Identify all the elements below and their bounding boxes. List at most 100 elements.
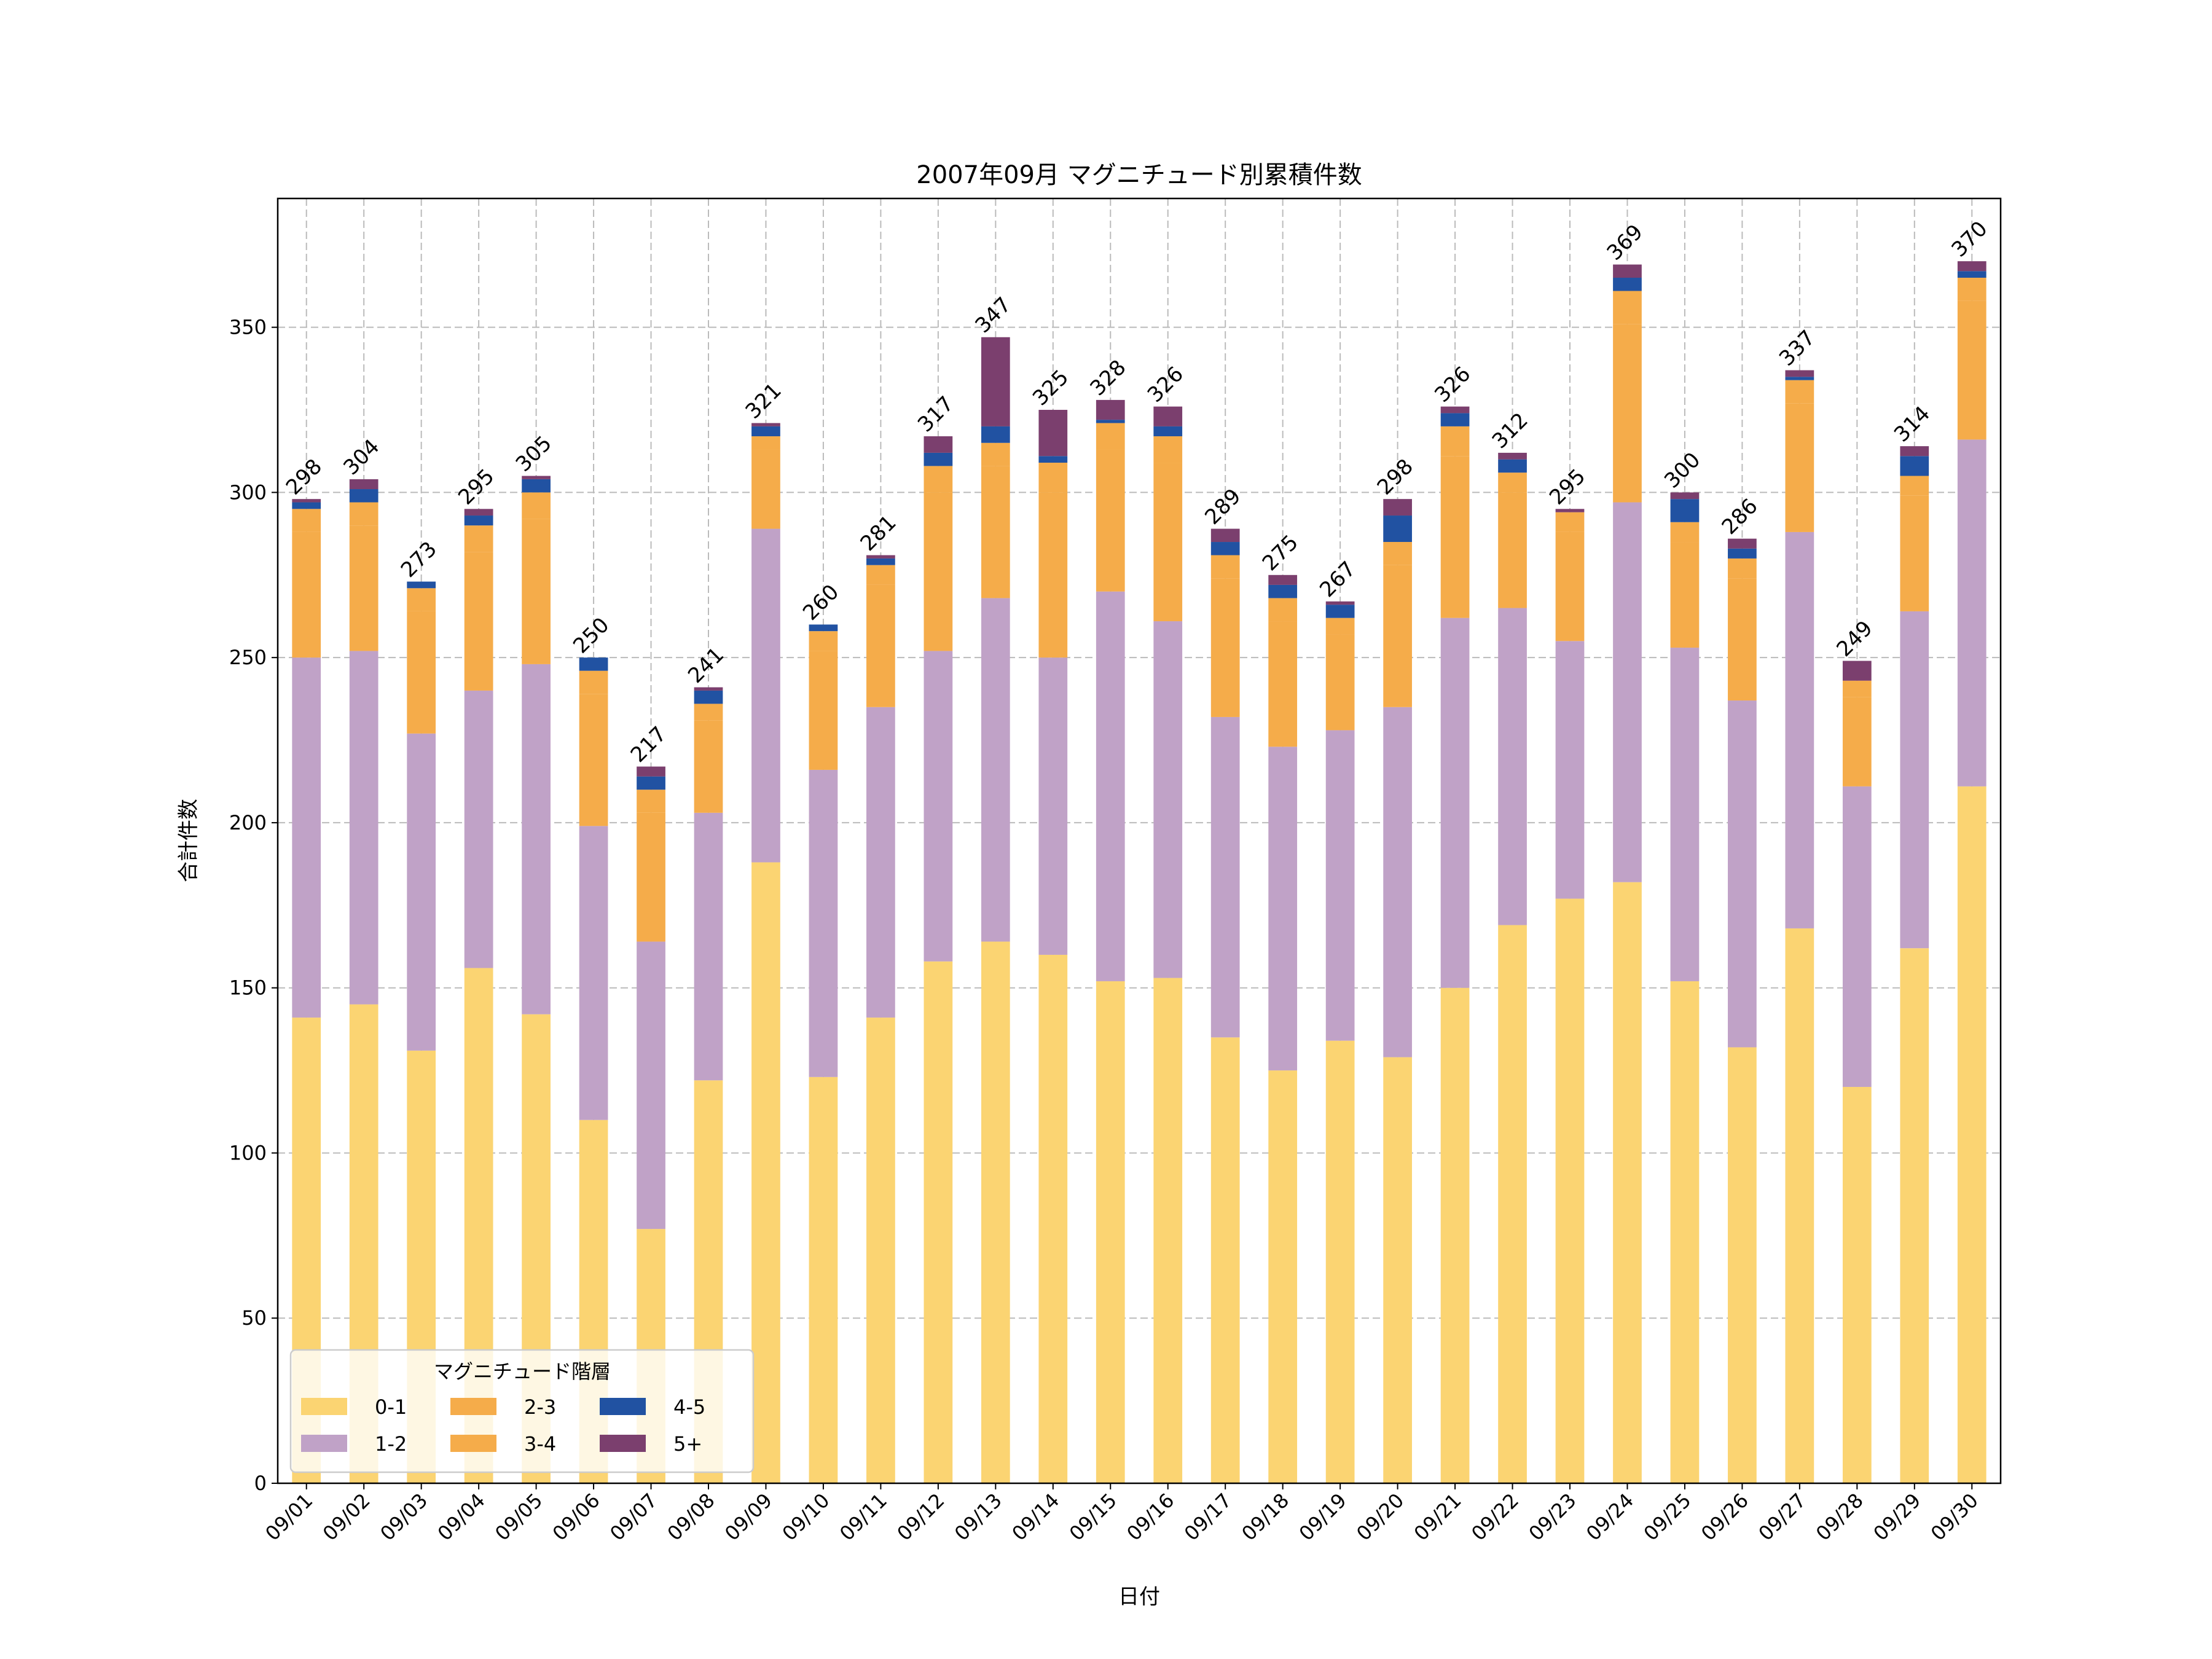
bar-segment-2-3 [464,552,493,691]
bar-segment-2-3 [1785,403,1814,532]
bar-segment-1-2 [981,598,1010,942]
total-label: 326 [1143,362,1188,407]
bar-segment-1-2 [1210,716,1240,1038]
x-tick-label: 09/27 [1754,1489,1810,1545]
x-tick-label: 09/19 [1295,1489,1351,1545]
bar-segment-2-3 [1957,300,1986,440]
x-tick-label: 09/24 [1582,1489,1638,1545]
bar-segment-1-2 [809,769,838,1077]
x-tick-label: 09/22 [1467,1489,1523,1545]
bar-segment-1-2 [1038,657,1068,955]
bar-segment-1-2 [924,651,953,962]
bar-segment-3-4 [522,492,551,519]
bar-segment-3-4 [637,790,665,813]
bar-segment-1-2 [1498,608,1527,925]
bar-segment-0-1 [1957,786,1986,1483]
x-tick-label: 09/04 [433,1489,490,1545]
total-label: 295 [453,464,499,509]
bar-segment-0-1 [1325,1040,1355,1483]
bar-segment-5+ [1210,528,1240,543]
bar-segment-1-2 [1613,502,1642,882]
legend-swatch [600,1435,646,1452]
total-label: 217 [626,722,672,767]
total-label: 326 [1430,362,1475,407]
bar-segment-1-2 [407,733,436,1051]
bar-segment-0-1 [1555,898,1585,1483]
bar-segment-2-3 [1728,578,1757,701]
bar-segment-2-3 [1498,492,1527,608]
bar-segment-3-4 [1210,555,1240,579]
bar-segment-1-2 [1670,648,1700,981]
bar-segment-4-5 [1325,605,1355,618]
bar-segment-0-1 [1038,954,1068,1483]
bar-segment-3-4 [1038,463,1068,493]
bar-segment-0-1 [809,1077,838,1483]
bar-segment-2-3 [1153,463,1183,622]
bar-segment-3-4 [981,442,1010,466]
bar-segment-0-1 [1210,1037,1240,1483]
bar-segment-2-3 [407,611,436,734]
x-tick-label: 09/09 [720,1489,777,1545]
bar-segment-4-5 [694,690,723,704]
bar-segment-4-5 [1038,456,1068,463]
legend-label: 4-5 [673,1395,705,1419]
bar-segment-2-3 [1613,324,1642,503]
bar-segment-0-1 [1613,882,1642,1483]
total-label: 317 [913,391,959,437]
x-tick-label: 09/28 [1811,1489,1868,1545]
bar-segment-0-1 [1383,1057,1412,1483]
bar-segment-0-1 [751,862,780,1483]
x-tick-label: 09/02 [318,1489,375,1545]
bar-segment-1-2 [579,826,608,1120]
total-label: 312 [1488,408,1533,453]
bar-segment-3-4 [579,670,608,694]
bar-segment-4-5 [1670,499,1700,522]
bar-segment-3-4 [1900,476,1929,496]
bar-segment-4-5 [637,776,665,790]
bar-segment-0-1 [1096,981,1125,1483]
total-label: 289 [1200,484,1245,530]
bar-segment-3-4 [407,588,436,611]
y-tick-label: 350 [229,316,267,339]
total-label: 275 [1258,530,1303,576]
bar-segment-2-3 [1268,621,1298,747]
bar-segment-2-3 [751,449,780,529]
y-tick-label: 200 [229,811,267,834]
bar-segment-1-2 [1153,621,1183,978]
bar-segment-3-4 [1670,522,1700,543]
bar-segment-5+ [1153,406,1183,426]
bar-segment-5+ [349,479,378,490]
x-tick-label: 09/13 [950,1489,1006,1545]
bar-segment-5+ [1498,452,1527,460]
legend-swatch [301,1398,347,1415]
bar-segment-4-5 [1900,456,1929,476]
bar-segment-2-3 [694,720,723,813]
bar-segment-3-4 [1383,542,1412,565]
x-tick-label: 09/01 [261,1489,317,1545]
total-label: 314 [1889,401,1935,447]
legend-swatch [600,1398,646,1415]
bar-segment-0-1 [1498,925,1527,1483]
total-label: 286 [1717,494,1763,539]
bar-segment-0-1 [1842,1086,1872,1483]
y-tick-label: 300 [229,480,267,504]
bar-segment-0-1 [1900,948,1929,1483]
bar-segment-1-2 [464,690,493,968]
x-tick-label: 09/03 [375,1489,432,1545]
x-tick-label: 09/16 [1122,1489,1179,1545]
y-axis-label: 合計件数 [176,799,201,882]
bar-segment-5+ [1383,499,1412,516]
total-label: 347 [970,292,1016,338]
bar-segment-2-3 [809,651,838,770]
bar-segment-3-4 [694,704,723,721]
total-label: 325 [1028,365,1073,410]
bar-segment-2-3 [579,694,608,826]
bar-segment-3-4 [292,509,321,532]
bar-segment-5+ [1670,492,1700,500]
bar-segment-3-4 [349,502,378,526]
bar-segment-5+ [1440,406,1470,414]
bar-segment-0-1 [1153,978,1183,1483]
bar-segment-2-3 [1325,634,1355,731]
bar-segment-1-2 [866,707,895,1018]
